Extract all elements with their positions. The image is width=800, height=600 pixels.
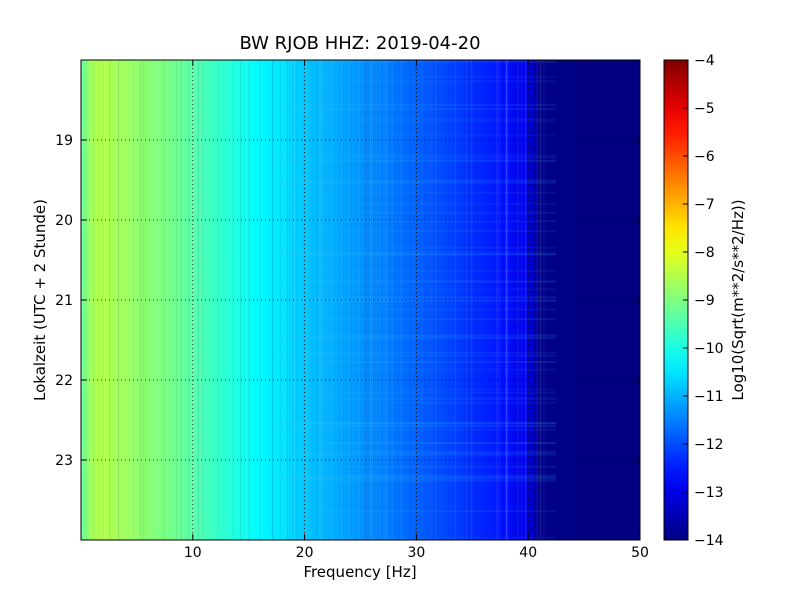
colorbar-tick-label: −13	[694, 485, 724, 501]
colorbar-tick-label: −7	[694, 197, 715, 213]
y-tick-label: 23	[55, 453, 73, 469]
colorbar-ticks: −4 −5 −6 −7 −8 −9 −10 −11 −12 −13 −14	[683, 53, 724, 549]
x-tick-label: 50	[631, 545, 649, 561]
colorbar-tick-label: −14	[694, 533, 724, 549]
colorbar-tick-label: −5	[694, 101, 715, 117]
x-tick-label: 30	[407, 545, 425, 561]
x-tick-label: 40	[519, 545, 537, 561]
y-tick-label: 21	[55, 293, 73, 309]
colorbar-tick-label: −10	[694, 341, 724, 357]
spectrogram-image	[81, 60, 640, 540]
colorbar-tick-label: −12	[694, 437, 724, 453]
colorbar-tick-label: −9	[694, 293, 715, 309]
colorbar-tick-label: −4	[694, 53, 715, 69]
colorbar-tick-label: −6	[694, 149, 715, 165]
x-axis: 10 20 30 40 50	[184, 60, 649, 561]
x-axis-label: Frequency [Hz]	[303, 563, 416, 581]
x-tick-label: 10	[184, 545, 202, 561]
colorbar-tick-label: −11	[694, 389, 724, 405]
y-axis-label: Lokalzeit (UTC + 2 Stunde)	[31, 199, 49, 401]
plot-area	[80, 59, 641, 541]
y-tick-label: 19	[55, 133, 73, 149]
x-tick-label: 20	[296, 545, 314, 561]
colorbar-tick-label: −8	[694, 245, 715, 261]
colorbar-label: Log10(Sqrt(m**2/s**2/Hz))	[729, 199, 747, 400]
grid-lines	[81, 60, 640, 540]
y-axis: 19 20 21 22 23	[55, 133, 640, 469]
chart-title: BW RJOB HHZ: 2019-04-20	[239, 33, 480, 54]
y-tick-label: 22	[55, 373, 73, 389]
y-tick-label: 20	[55, 213, 73, 229]
colorbar: −4 −5 −6 −7 −8 −9 −10 −11 −12 −13 −14 Log10(Sqrt(m…	[663, 53, 747, 549]
